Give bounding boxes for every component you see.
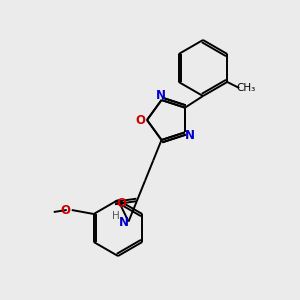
Text: N: N (155, 88, 166, 101)
Text: N: N (118, 216, 128, 229)
Text: CH₃: CH₃ (237, 83, 256, 93)
Text: O: O (116, 197, 126, 210)
Text: N: N (185, 129, 195, 142)
Polygon shape (147, 100, 185, 140)
Text: H: H (112, 211, 119, 220)
Text: O: O (135, 113, 145, 127)
Text: O: O (61, 203, 71, 217)
